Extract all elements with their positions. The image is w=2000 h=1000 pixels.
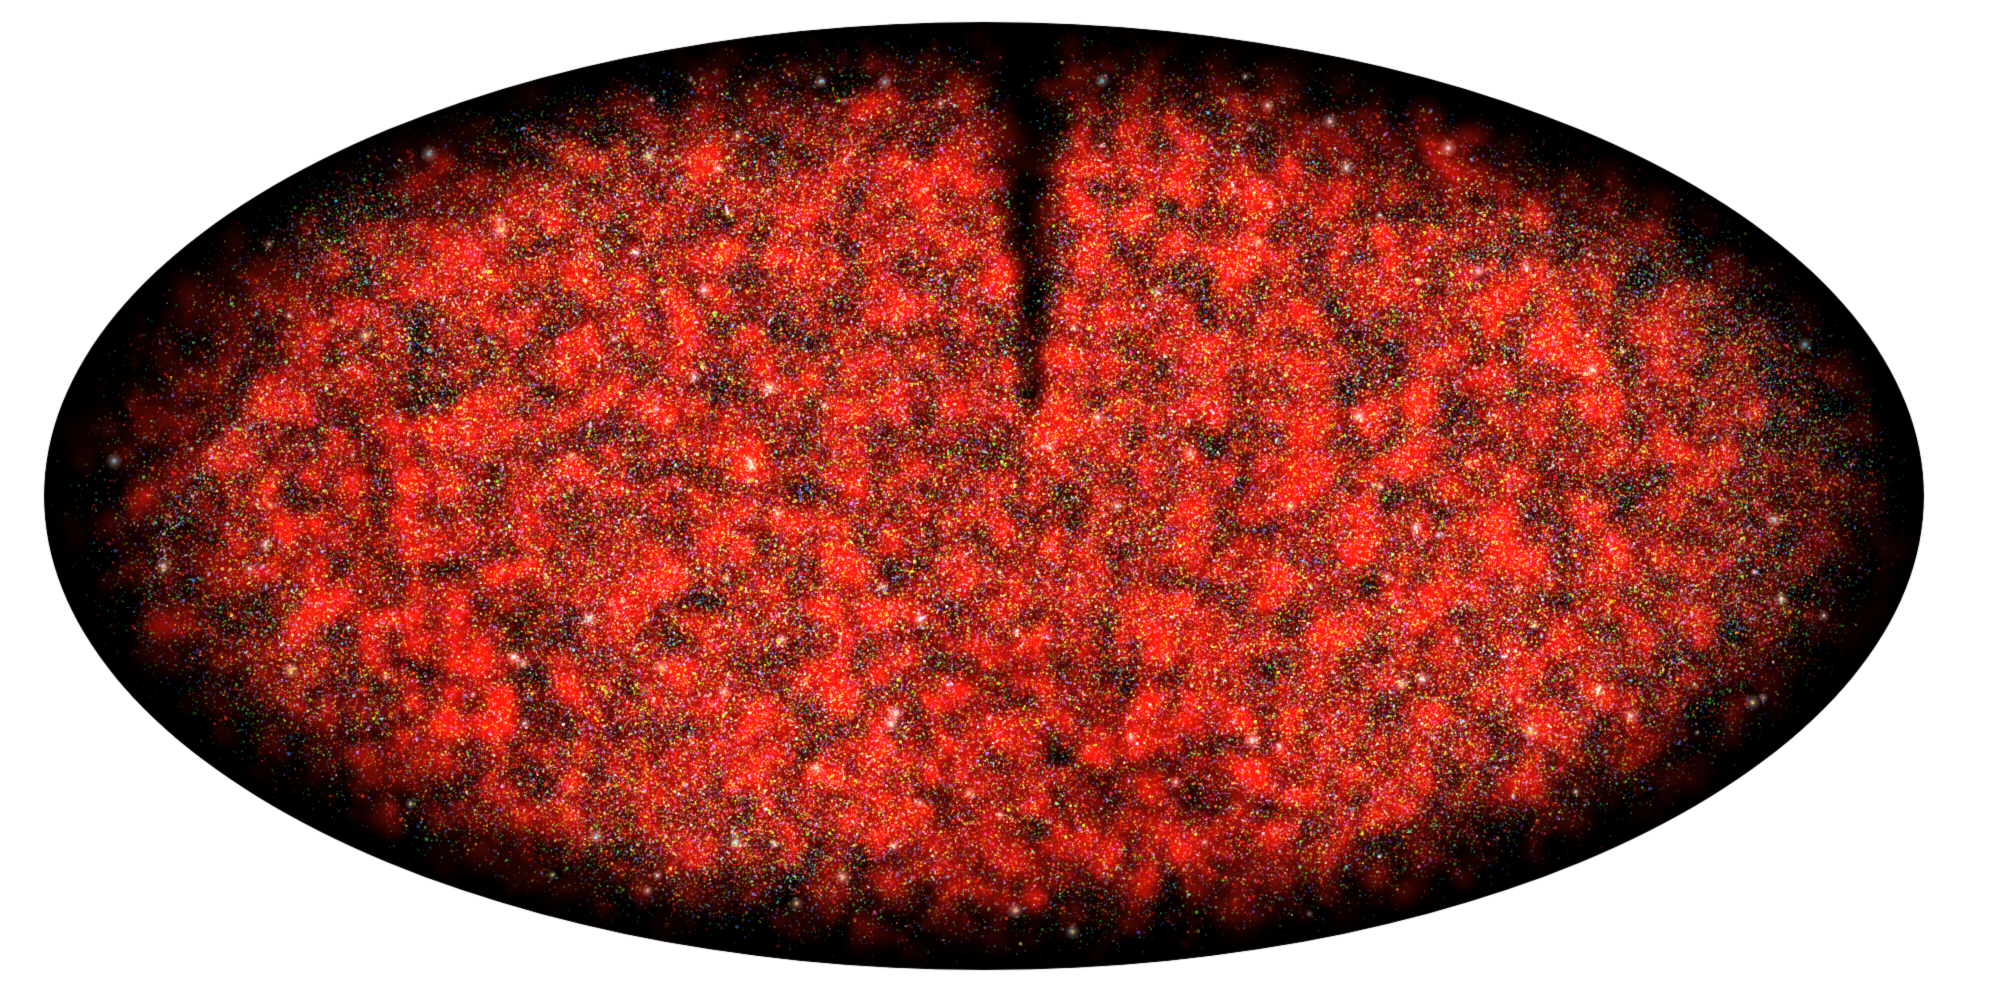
all-sky-map-figure: All-Sky Survey Map Full-sky Mollweide pr…: [0, 0, 2000, 1000]
all-sky-scatter-canvas: [0, 0, 2000, 1000]
